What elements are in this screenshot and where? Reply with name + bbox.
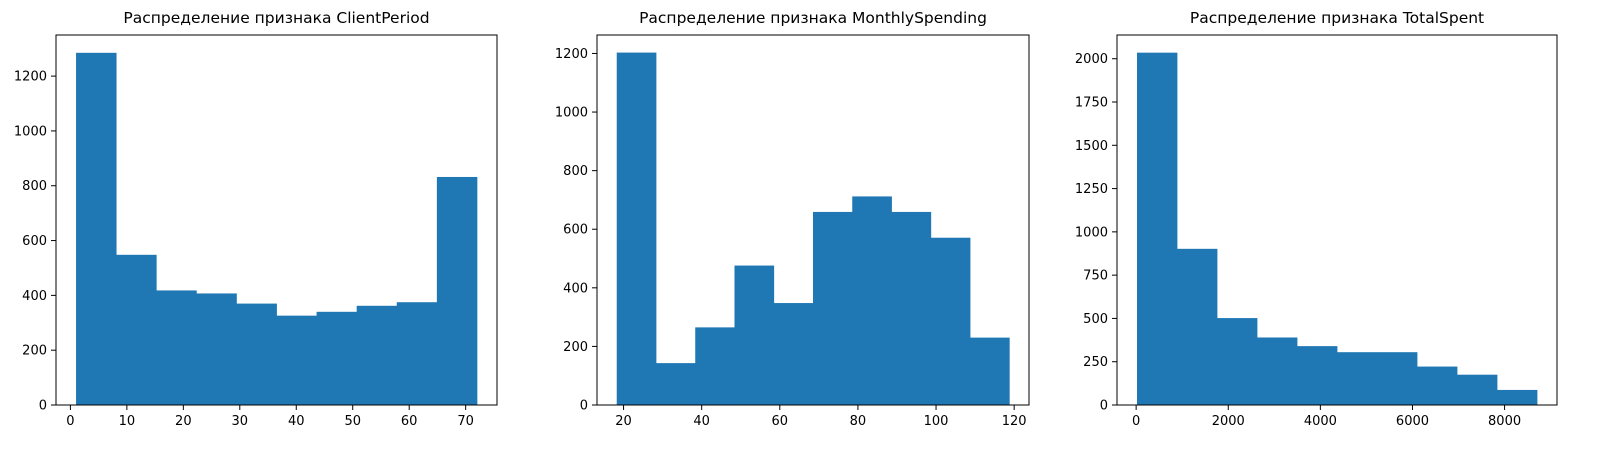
- y-tick-label: 600: [22, 234, 47, 249]
- x-tick-label: 0: [1132, 414, 1140, 429]
- y-tick-label: 1500: [1075, 139, 1108, 154]
- chart-panel-3: 0 2000 4000 6000 8000 0 250 500 750 1000 1250 1500 1…: [1075, 9, 1558, 429]
- histogram-bar: [1497, 389, 1538, 405]
- histogram-bar: [276, 315, 317, 405]
- y-tick-label: 600: [563, 223, 588, 238]
- histogram-bar: [930, 237, 971, 405]
- axes-frame: [1116, 34, 1558, 406]
- x-tick-label: 100: [924, 414, 949, 429]
- histogram-bar: [1217, 318, 1258, 405]
- x-tick-label: 8000: [1488, 414, 1521, 429]
- x-tick-label: 40: [693, 414, 710, 429]
- axes-frame: [596, 34, 1030, 406]
- histogram-bar: [356, 305, 398, 405]
- y-tick-label: 400: [563, 281, 588, 296]
- histogram-bar: [1177, 248, 1218, 405]
- y-tick-label: 200: [563, 340, 588, 355]
- histogram-bar: [1297, 346, 1338, 405]
- y-tick-label: 250: [1083, 355, 1108, 370]
- histogram-bar: [655, 363, 696, 405]
- x-tick-label: 10: [119, 414, 136, 429]
- y-tick-label: 1000: [1075, 225, 1108, 240]
- y-tick-label: 1750: [1075, 96, 1108, 111]
- y-tick-label: 1000: [555, 106, 588, 121]
- histogram-bar: [1137, 52, 1178, 405]
- y-tick-label: 800: [563, 164, 588, 179]
- histogram-bar: [695, 327, 735, 405]
- histogram-bar: [891, 211, 932, 405]
- histogram-bar: [396, 302, 438, 405]
- x-tick-label: 60: [772, 414, 789, 429]
- histogram-bar: [316, 311, 358, 405]
- y-tick-label: 1200: [14, 70, 47, 85]
- x-tick-label: 4000: [1304, 414, 1337, 429]
- chart-title: Распределение признака MonthlySpending: [639, 9, 987, 27]
- x-tick-label: 20: [615, 414, 632, 429]
- x-tick-label: 20: [175, 414, 192, 429]
- x-tick-label: 120: [1002, 414, 1027, 429]
- histogram-bar: [236, 303, 277, 405]
- y-tick-label: 2000: [1075, 52, 1108, 67]
- x-tick-label: 60: [401, 414, 418, 429]
- y-tick-label: 1200: [555, 47, 588, 62]
- y-tick-label: 200: [22, 344, 47, 359]
- y-tick-label: 0: [580, 399, 588, 414]
- histogram-bar: [156, 290, 197, 405]
- y-tick-label: 800: [22, 179, 47, 194]
- x-tick-label: 80: [850, 414, 867, 429]
- histogram-bar: [852, 196, 892, 405]
- x-tick-label: 30: [232, 414, 249, 429]
- x-tick-label: 50: [344, 414, 361, 429]
- y-tick-label: 500: [1083, 312, 1108, 327]
- histogram-bar: [970, 337, 1010, 405]
- chart-panel-2: 20 40 60 80 100 120020040060080010001200Распр…: [555, 9, 1030, 429]
- histogram-bar: [1417, 366, 1458, 405]
- y-tick-label: 0: [1100, 399, 1108, 414]
- histogram-bar: [436, 176, 478, 405]
- histogram-bar: [734, 265, 775, 405]
- histogram-bar: [1457, 374, 1498, 405]
- x-tick-label: 6000: [1396, 414, 1429, 429]
- histogram-bar: [1377, 352, 1418, 405]
- histogram-bar: [773, 303, 814, 405]
- x-tick-label: 40: [288, 414, 305, 429]
- axes-frame: [55, 34, 498, 406]
- x-tick-label: 2000: [1212, 414, 1245, 429]
- histogram-bar: [813, 211, 853, 405]
- y-tick-label: 1000: [14, 124, 47, 139]
- y-tick-label: 0: [39, 399, 47, 414]
- chart-title: Распределение признака ClientPeriod: [123, 9, 429, 27]
- histogram-bar: [1257, 337, 1298, 405]
- chart-title: Распределение признака TotalSpent: [1190, 9, 1484, 27]
- histogram-bar: [116, 254, 157, 405]
- histogram-bar: [616, 52, 657, 405]
- y-tick-label: 400: [22, 289, 47, 304]
- histogram-bar: [196, 293, 237, 405]
- y-tick-label: 1250: [1075, 182, 1108, 197]
- histogram-bar: [76, 52, 117, 406]
- chart-panel-1: 0 10 20 30 40 50 60 70 0 200 400 600 800 1000 1200 Расп…: [14, 9, 498, 429]
- x-tick-label: 0: [66, 414, 74, 429]
- y-tick-label: 750: [1083, 269, 1108, 284]
- histogram-bar: [1337, 352, 1378, 405]
- x-tick-label: 70: [457, 414, 474, 429]
